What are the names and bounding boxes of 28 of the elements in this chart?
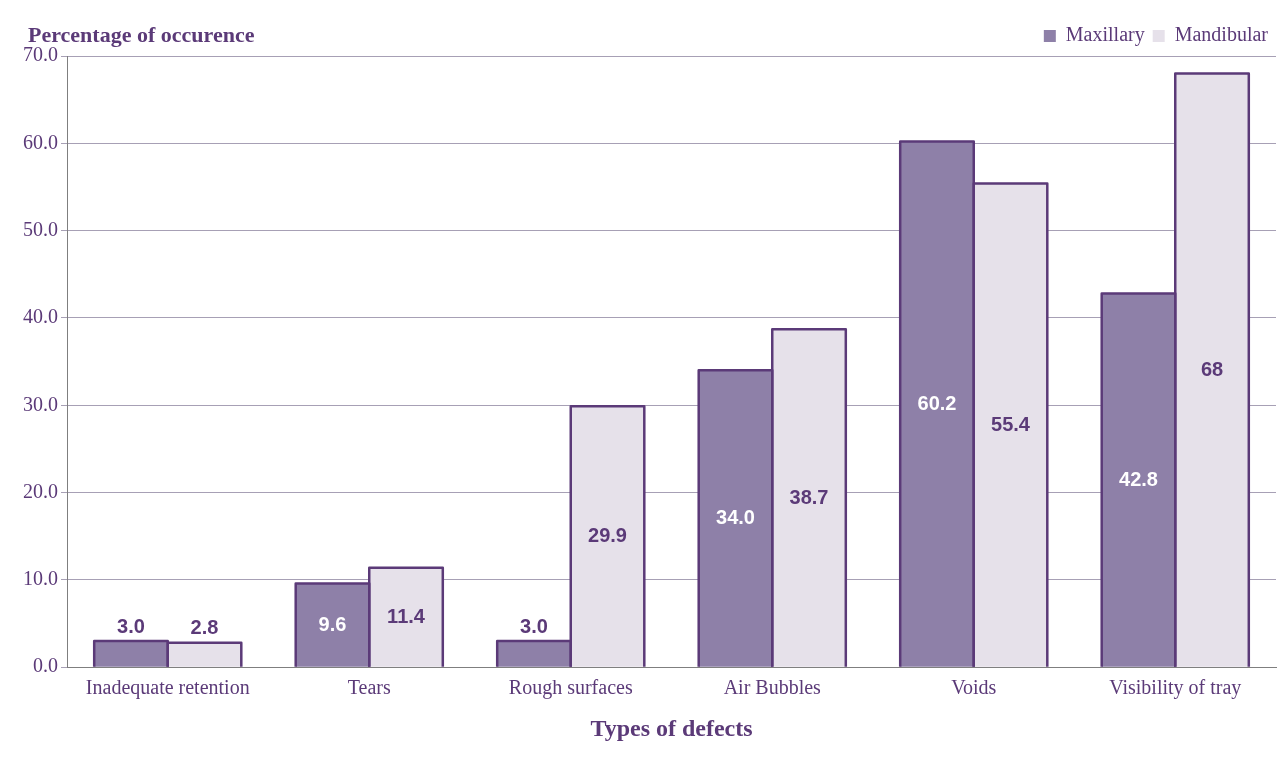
data-label: 38.7 xyxy=(789,485,829,508)
data-label: 68 xyxy=(1200,357,1224,380)
data-label: 55.4 xyxy=(991,412,1031,435)
legend-label: Maxillary xyxy=(1065,23,1145,47)
x-tick-label: Visibility of tray xyxy=(1109,676,1242,700)
y-tick-label: 60.0 xyxy=(23,130,58,153)
y-tick-label: 20.0 xyxy=(23,479,58,502)
x-tick-label: Air Bubbles xyxy=(723,676,822,699)
x-tick-label: Voids xyxy=(951,676,997,699)
data-label: 3.0 xyxy=(520,614,548,637)
data-label: 29.9 xyxy=(588,523,627,546)
x-tick-label: Inadequate retention xyxy=(85,676,250,700)
x-axis-title: Types of defects xyxy=(590,714,753,741)
data-label: 60.2 xyxy=(917,391,957,414)
data-label: 34.0 xyxy=(716,506,755,529)
y-tick-label: 30.0 xyxy=(23,392,58,415)
y-tick-label: 40.0 xyxy=(23,305,58,328)
data-label: 3.0 xyxy=(117,614,145,637)
data-label: 11.4 xyxy=(387,604,426,627)
y-tick-label: 10.0 xyxy=(23,567,58,590)
x-tick-label: Rough surfaces xyxy=(508,676,633,700)
data-label: 42.8 xyxy=(1119,467,1158,490)
data-label: 9.6 xyxy=(318,612,347,635)
legend-label: Mandibular xyxy=(1174,23,1269,46)
y-tick-label: 0.0 xyxy=(33,654,58,677)
y-tick-label: 50.0 xyxy=(23,217,58,240)
data-label: 2.8 xyxy=(190,616,219,639)
x-tick-label: Tears xyxy=(347,676,391,699)
